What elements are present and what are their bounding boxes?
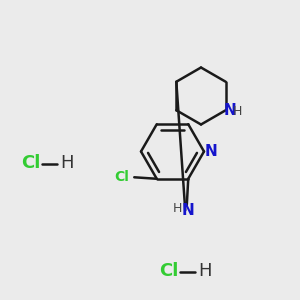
Text: H: H [233, 105, 242, 118]
Text: N: N [205, 144, 218, 159]
Text: Cl: Cl [159, 262, 178, 280]
Text: H: H [172, 202, 182, 215]
Text: Cl: Cl [114, 170, 129, 184]
Text: N: N [182, 203, 195, 218]
Text: H: H [198, 262, 211, 280]
Text: Cl: Cl [21, 154, 40, 172]
Text: H: H [60, 154, 74, 172]
Text: N: N [223, 103, 236, 118]
